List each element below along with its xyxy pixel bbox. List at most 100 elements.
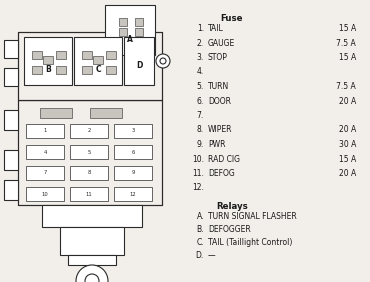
Bar: [119, 18, 127, 26]
Bar: [18, 100, 162, 205]
Text: 7.5 A: 7.5 A: [336, 39, 356, 47]
Text: 12.: 12.: [192, 184, 204, 193]
Text: 10: 10: [41, 191, 48, 197]
Text: 4: 4: [43, 149, 47, 155]
Text: D.: D.: [196, 251, 204, 260]
Text: TURN SIGNAL FLASHER: TURN SIGNAL FLASHER: [208, 212, 297, 221]
Text: 20 A: 20 A: [339, 96, 356, 105]
Bar: [40, 108, 72, 118]
Bar: [26, 124, 64, 138]
Text: PWR: PWR: [208, 140, 225, 149]
Circle shape: [85, 274, 99, 282]
Text: 8.: 8.: [197, 125, 204, 135]
Text: 4.: 4.: [197, 67, 204, 76]
Bar: [60, 227, 124, 255]
Text: 1.: 1.: [197, 24, 204, 33]
Text: DEFOGGER: DEFOGGER: [208, 225, 251, 234]
Bar: [26, 166, 64, 180]
Bar: [74, 37, 122, 85]
Text: 3.: 3.: [197, 53, 204, 62]
Bar: [43, 56, 53, 64]
Text: A.: A.: [196, 212, 204, 221]
Bar: [70, 187, 108, 201]
Bar: [4, 68, 18, 86]
Bar: [32, 66, 42, 74]
Text: B.: B.: [196, 225, 204, 234]
Text: DOOR: DOOR: [208, 96, 231, 105]
Text: 1: 1: [43, 129, 47, 133]
Bar: [114, 124, 152, 138]
Bar: [82, 66, 92, 74]
Circle shape: [160, 58, 166, 64]
Bar: [114, 166, 152, 180]
Bar: [124, 37, 154, 85]
Text: C: C: [95, 65, 101, 74]
Text: 20 A: 20 A: [339, 169, 356, 178]
Text: DEFOG: DEFOG: [208, 169, 235, 178]
Text: STOP: STOP: [208, 53, 228, 62]
Bar: [135, 18, 143, 26]
Bar: [70, 145, 108, 159]
Circle shape: [76, 265, 108, 282]
Text: 12: 12: [130, 191, 137, 197]
Text: 6: 6: [131, 149, 135, 155]
Text: TAIL (Taillight Control): TAIL (Taillight Control): [208, 238, 292, 247]
Text: TAIL: TAIL: [208, 24, 224, 33]
Text: 9.: 9.: [197, 140, 204, 149]
Bar: [106, 51, 116, 59]
Text: GAUGE: GAUGE: [208, 39, 235, 47]
Text: RAD CIG: RAD CIG: [208, 155, 240, 164]
Text: TURN: TURN: [208, 82, 229, 91]
Text: Relays: Relays: [216, 202, 248, 211]
Bar: [93, 56, 103, 64]
Bar: [26, 187, 64, 201]
Text: 7.: 7.: [197, 111, 204, 120]
Text: C.: C.: [196, 238, 204, 247]
Text: 2.: 2.: [197, 39, 204, 47]
Bar: [106, 66, 116, 74]
Text: 15 A: 15 A: [339, 24, 356, 33]
Bar: [4, 40, 18, 58]
Bar: [42, 205, 142, 227]
Text: 20 A: 20 A: [339, 125, 356, 135]
Bar: [4, 150, 18, 170]
Bar: [18, 100, 162, 205]
Text: 9: 9: [131, 171, 135, 175]
Bar: [4, 180, 18, 200]
Bar: [70, 124, 108, 138]
Text: A: A: [127, 36, 133, 45]
Bar: [70, 166, 108, 180]
Bar: [82, 51, 92, 59]
Bar: [56, 51, 66, 59]
Bar: [114, 145, 152, 159]
Bar: [4, 110, 18, 130]
Text: 6.: 6.: [197, 96, 204, 105]
Text: 8: 8: [87, 171, 91, 175]
Text: 2: 2: [87, 129, 91, 133]
Bar: [56, 66, 66, 74]
Bar: [135, 28, 143, 36]
Bar: [26, 145, 64, 159]
Text: B: B: [45, 65, 51, 74]
Text: 30 A: 30 A: [339, 140, 356, 149]
Text: 10.: 10.: [192, 155, 204, 164]
Bar: [105, 5, 155, 55]
Bar: [119, 28, 127, 36]
Text: 15 A: 15 A: [339, 155, 356, 164]
Bar: [90, 108, 122, 118]
Bar: [114, 187, 152, 201]
Text: 7: 7: [43, 171, 47, 175]
Bar: [24, 37, 72, 85]
Text: 11: 11: [85, 191, 92, 197]
Text: D: D: [136, 61, 142, 70]
Text: WIPER: WIPER: [208, 125, 232, 135]
Text: —: —: [208, 251, 216, 260]
Text: Fuse: Fuse: [220, 14, 242, 23]
Text: 7.5 A: 7.5 A: [336, 82, 356, 91]
Bar: [18, 32, 162, 100]
Bar: [68, 255, 116, 265]
Bar: [32, 51, 42, 59]
Text: 3: 3: [131, 129, 135, 133]
Bar: [18, 32, 162, 100]
Text: 5.: 5.: [197, 82, 204, 91]
